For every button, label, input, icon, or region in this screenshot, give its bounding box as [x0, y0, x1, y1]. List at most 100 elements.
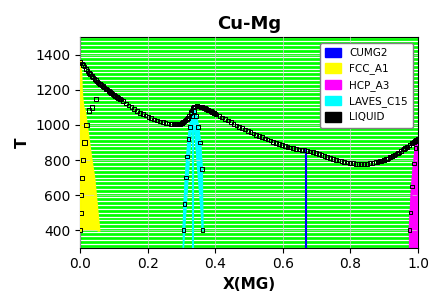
Point — [103, 86, 110, 91]
Point — [247, 130, 254, 135]
Point — [101, 85, 108, 90]
Point — [284, 144, 291, 149]
Point — [182, 175, 189, 180]
Point — [85, 70, 92, 75]
Point — [77, 60, 84, 65]
Point — [77, 60, 84, 65]
Point — [78, 61, 85, 66]
Point — [78, 193, 85, 198]
Point — [106, 89, 113, 94]
Point — [89, 75, 96, 80]
Point — [341, 159, 348, 164]
Point — [128, 105, 135, 110]
Point — [378, 158, 385, 163]
Point — [117, 97, 124, 102]
Point — [412, 138, 420, 143]
Point — [103, 87, 111, 92]
Point — [182, 118, 189, 123]
Point — [389, 154, 396, 158]
Point — [102, 86, 109, 91]
Point — [301, 148, 308, 153]
Point — [94, 79, 101, 84]
Point — [196, 104, 203, 109]
Point — [91, 77, 98, 82]
Point — [219, 115, 226, 120]
Point — [389, 154, 396, 158]
Point — [397, 149, 404, 154]
Point — [366, 161, 373, 166]
Point — [88, 105, 95, 110]
Point — [312, 150, 319, 155]
Point — [131, 107, 138, 112]
Point — [116, 96, 123, 101]
Point — [195, 104, 202, 109]
Point — [406, 143, 413, 148]
Point — [307, 149, 314, 154]
Point — [400, 147, 407, 152]
Point — [374, 159, 381, 164]
Point — [122, 101, 129, 106]
Point — [369, 160, 376, 165]
Point — [194, 124, 202, 129]
Point — [190, 105, 198, 110]
Point — [210, 111, 217, 115]
Point — [344, 160, 351, 165]
Point — [198, 104, 205, 109]
Point — [414, 136, 421, 141]
Point — [95, 80, 102, 85]
Point — [189, 105, 196, 110]
Point — [309, 150, 317, 155]
Point — [154, 118, 161, 123]
Point — [119, 99, 127, 104]
Point — [202, 106, 210, 111]
Point — [264, 137, 271, 142]
Point — [304, 148, 311, 153]
Point — [193, 104, 200, 109]
Point — [198, 166, 206, 171]
Point — [85, 108, 92, 113]
Point — [414, 136, 421, 141]
Point — [227, 120, 234, 125]
Point — [413, 138, 420, 143]
Point — [216, 114, 223, 119]
Point — [381, 157, 388, 162]
Legend: CUMG2, FCC_A1, HCP_A3, LAVES_C15, LIQUID: CUMG2, FCC_A1, HCP_A3, LAVES_C15, LIQUID — [320, 43, 413, 128]
Point — [81, 64, 88, 69]
Point — [88, 73, 95, 78]
Point — [386, 155, 393, 160]
Point — [293, 146, 300, 151]
Point — [385, 156, 392, 161]
Point — [205, 107, 212, 112]
Point — [185, 116, 192, 121]
Point — [176, 121, 183, 126]
Point — [256, 134, 263, 138]
Point — [273, 140, 280, 145]
Point — [92, 78, 99, 83]
Point — [346, 161, 353, 165]
Point — [145, 115, 152, 119]
Point — [190, 105, 198, 110]
Point — [361, 161, 368, 166]
Point — [352, 161, 359, 166]
Point — [180, 120, 187, 125]
Point — [355, 161, 362, 166]
Point — [99, 84, 107, 89]
Point — [408, 141, 415, 146]
Point — [186, 114, 193, 119]
Point — [187, 111, 194, 116]
Point — [173, 122, 180, 126]
Point — [382, 157, 389, 161]
Point — [98, 83, 105, 88]
Point — [134, 109, 141, 114]
Point — [181, 119, 188, 124]
Point — [193, 104, 200, 109]
Point — [295, 147, 302, 152]
Point — [188, 108, 195, 113]
Point — [83, 66, 90, 71]
Point — [298, 148, 305, 153]
Point — [233, 123, 240, 128]
Polygon shape — [183, 107, 202, 248]
Point — [242, 127, 249, 132]
Point — [236, 124, 243, 129]
Point — [208, 110, 215, 115]
